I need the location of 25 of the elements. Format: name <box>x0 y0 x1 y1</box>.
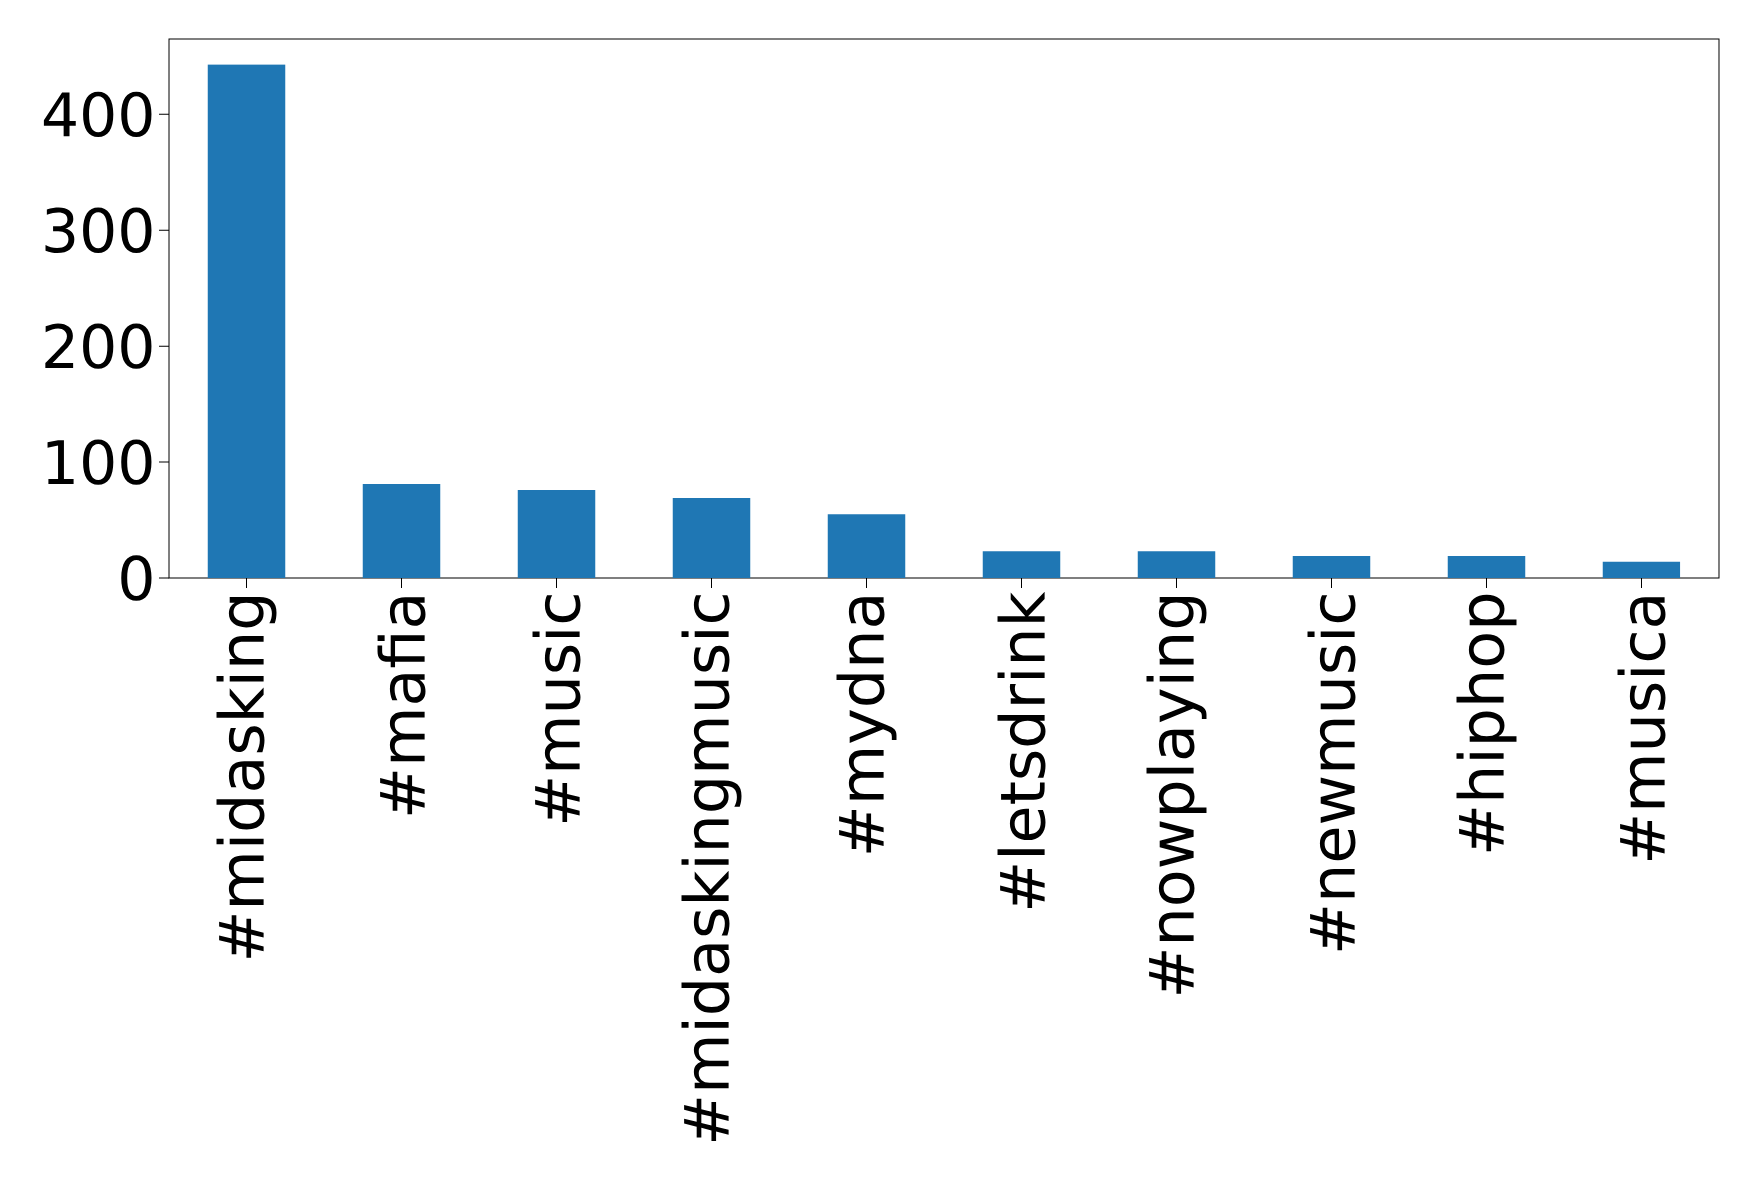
bar <box>1292 555 1371 578</box>
y-tick-label: 0 <box>121 555 152 601</box>
x-tick-label: #mydna <box>836 597 897 853</box>
x-tick-label: #letsdrink <box>997 591 1046 908</box>
bar <box>207 64 286 578</box>
x-tick-label: #newmusic <box>1307 595 1356 951</box>
bar <box>827 514 906 578</box>
x-tick-label: #hiphop <box>1456 594 1517 852</box>
x-tick-label: #music <box>532 595 581 822</box>
bar <box>1447 555 1526 578</box>
bar <box>362 484 441 578</box>
x-tick-label: #musica <box>1617 597 1666 860</box>
y-tick-label: 400 <box>43 91 152 138</box>
y-tick-label: 200 <box>45 323 152 369</box>
bar <box>1602 561 1681 578</box>
bar <box>1137 551 1216 578</box>
y-tick-label: 100 <box>47 439 152 485</box>
y-tick-label: 300 <box>45 207 152 253</box>
bar <box>982 551 1061 578</box>
x-tick-label: #midaskingmusic <box>681 595 742 1142</box>
x-tick-label: #mafia <box>377 597 426 815</box>
bar <box>672 498 751 578</box>
x-tick-label: #midasking <box>216 597 277 958</box>
bar <box>517 489 596 578</box>
x-tick-label: #nowplaying <box>1146 597 1207 994</box>
